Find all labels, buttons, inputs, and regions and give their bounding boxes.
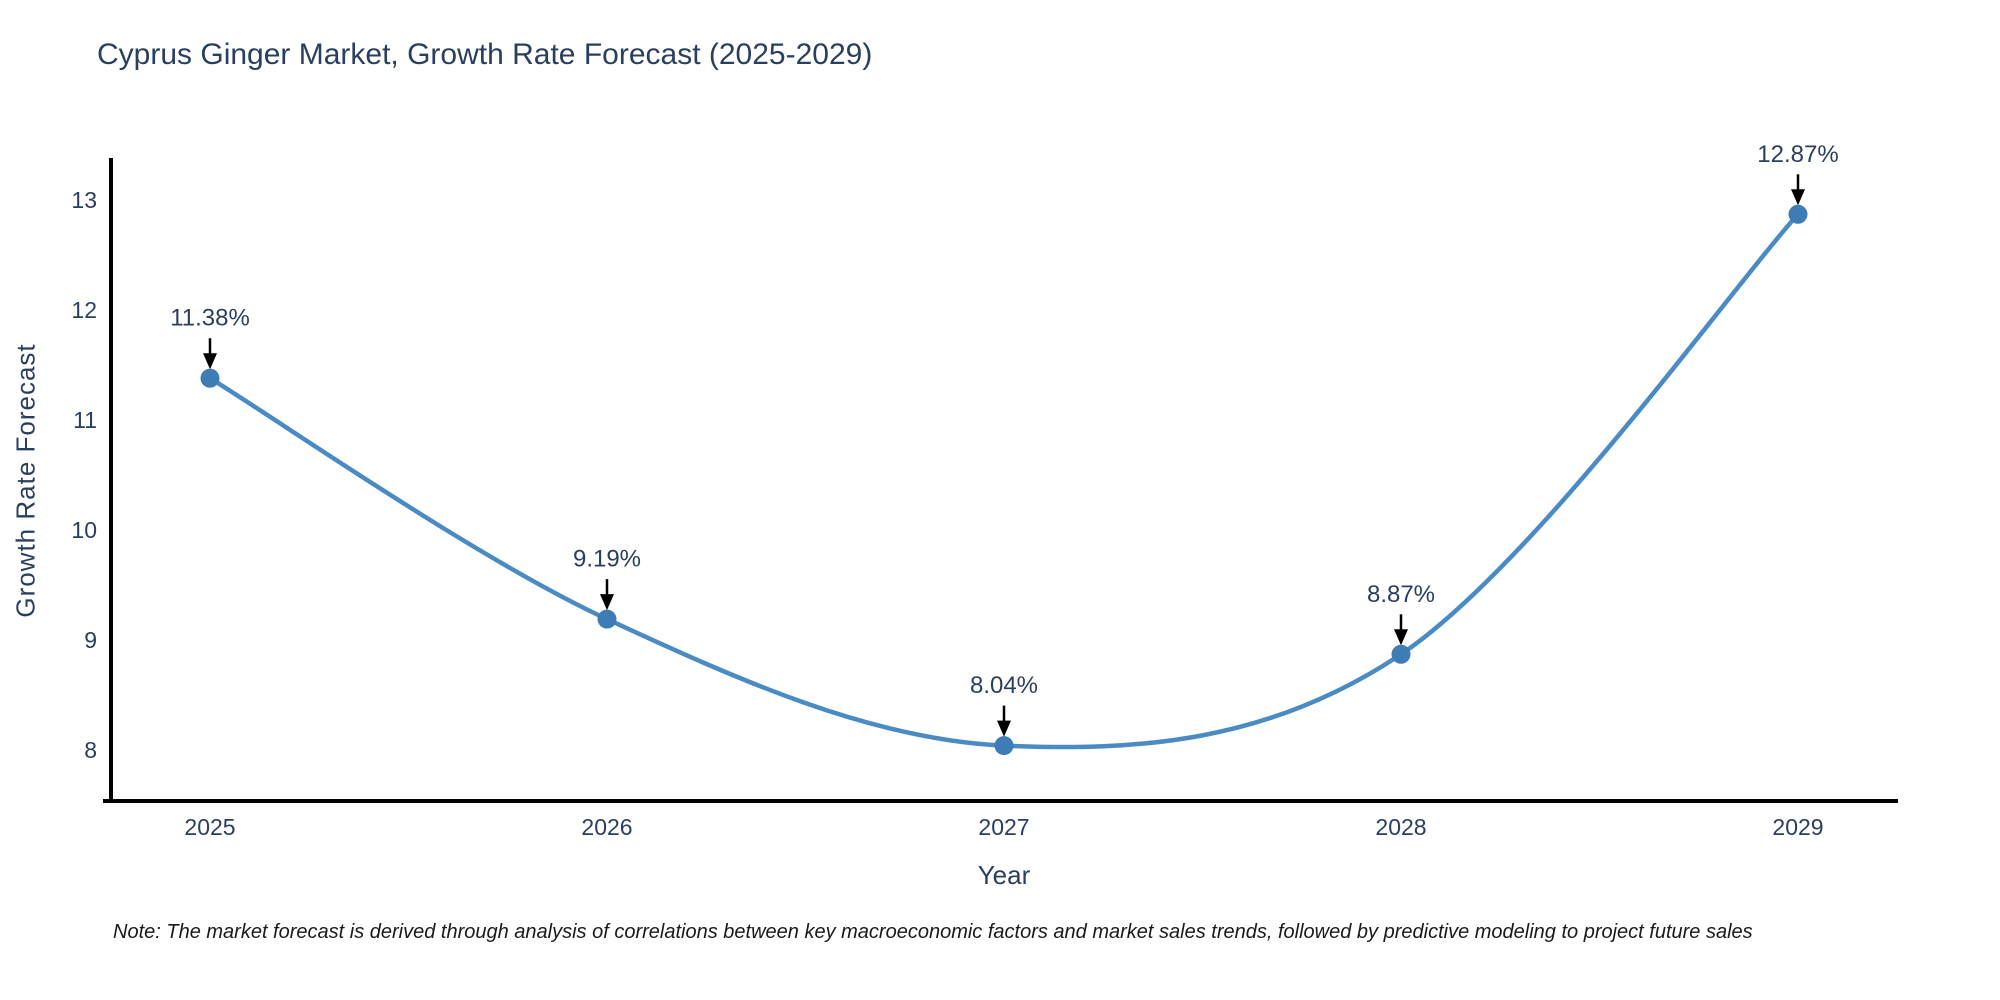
x-tick-label: 2027 <box>978 814 1029 840</box>
y-tick-label: 8 <box>84 737 97 763</box>
series-line <box>207 212 1801 750</box>
annotation-arrowhead <box>1394 629 1408 646</box>
data-point-marker <box>200 368 220 388</box>
data-point-label: 12.87% <box>1757 141 1838 168</box>
x-tick-label: 2028 <box>1375 814 1426 840</box>
data-point-marker <box>1391 644 1411 664</box>
annotation-arrowhead <box>203 353 217 370</box>
y-tick-label: 9 <box>84 627 97 653</box>
data-point-marker <box>1788 204 1808 224</box>
data-point-marker <box>994 736 1014 756</box>
x-tick-label: 2025 <box>184 814 235 840</box>
annotation-arrowhead <box>600 594 614 611</box>
footnote: Note: The market forecast is derived thr… <box>113 921 1753 943</box>
x-tick-label: 2029 <box>1772 814 1823 840</box>
chart-title: Cyprus Ginger Market, Growth Rate Foreca… <box>97 38 873 71</box>
annotation-arrowhead <box>997 720 1011 737</box>
annotation-arrowhead <box>1791 189 1805 206</box>
y-tick-label: 11 <box>73 407 97 433</box>
y-tick-label: 12 <box>71 297 97 323</box>
data-point-label: 8.87% <box>1367 581 1435 608</box>
data-point-label: 11.38% <box>170 305 250 332</box>
data-point-label: 8.04% <box>970 672 1038 699</box>
data-point-marker <box>597 609 617 629</box>
y-tick-label: 13 <box>71 187 97 213</box>
x-tick-label: 2026 <box>581 814 632 840</box>
data-point-label: 9.19% <box>573 546 641 573</box>
y-tick-label: 10 <box>71 517 97 543</box>
x-axis-title: Year <box>977 860 1031 890</box>
